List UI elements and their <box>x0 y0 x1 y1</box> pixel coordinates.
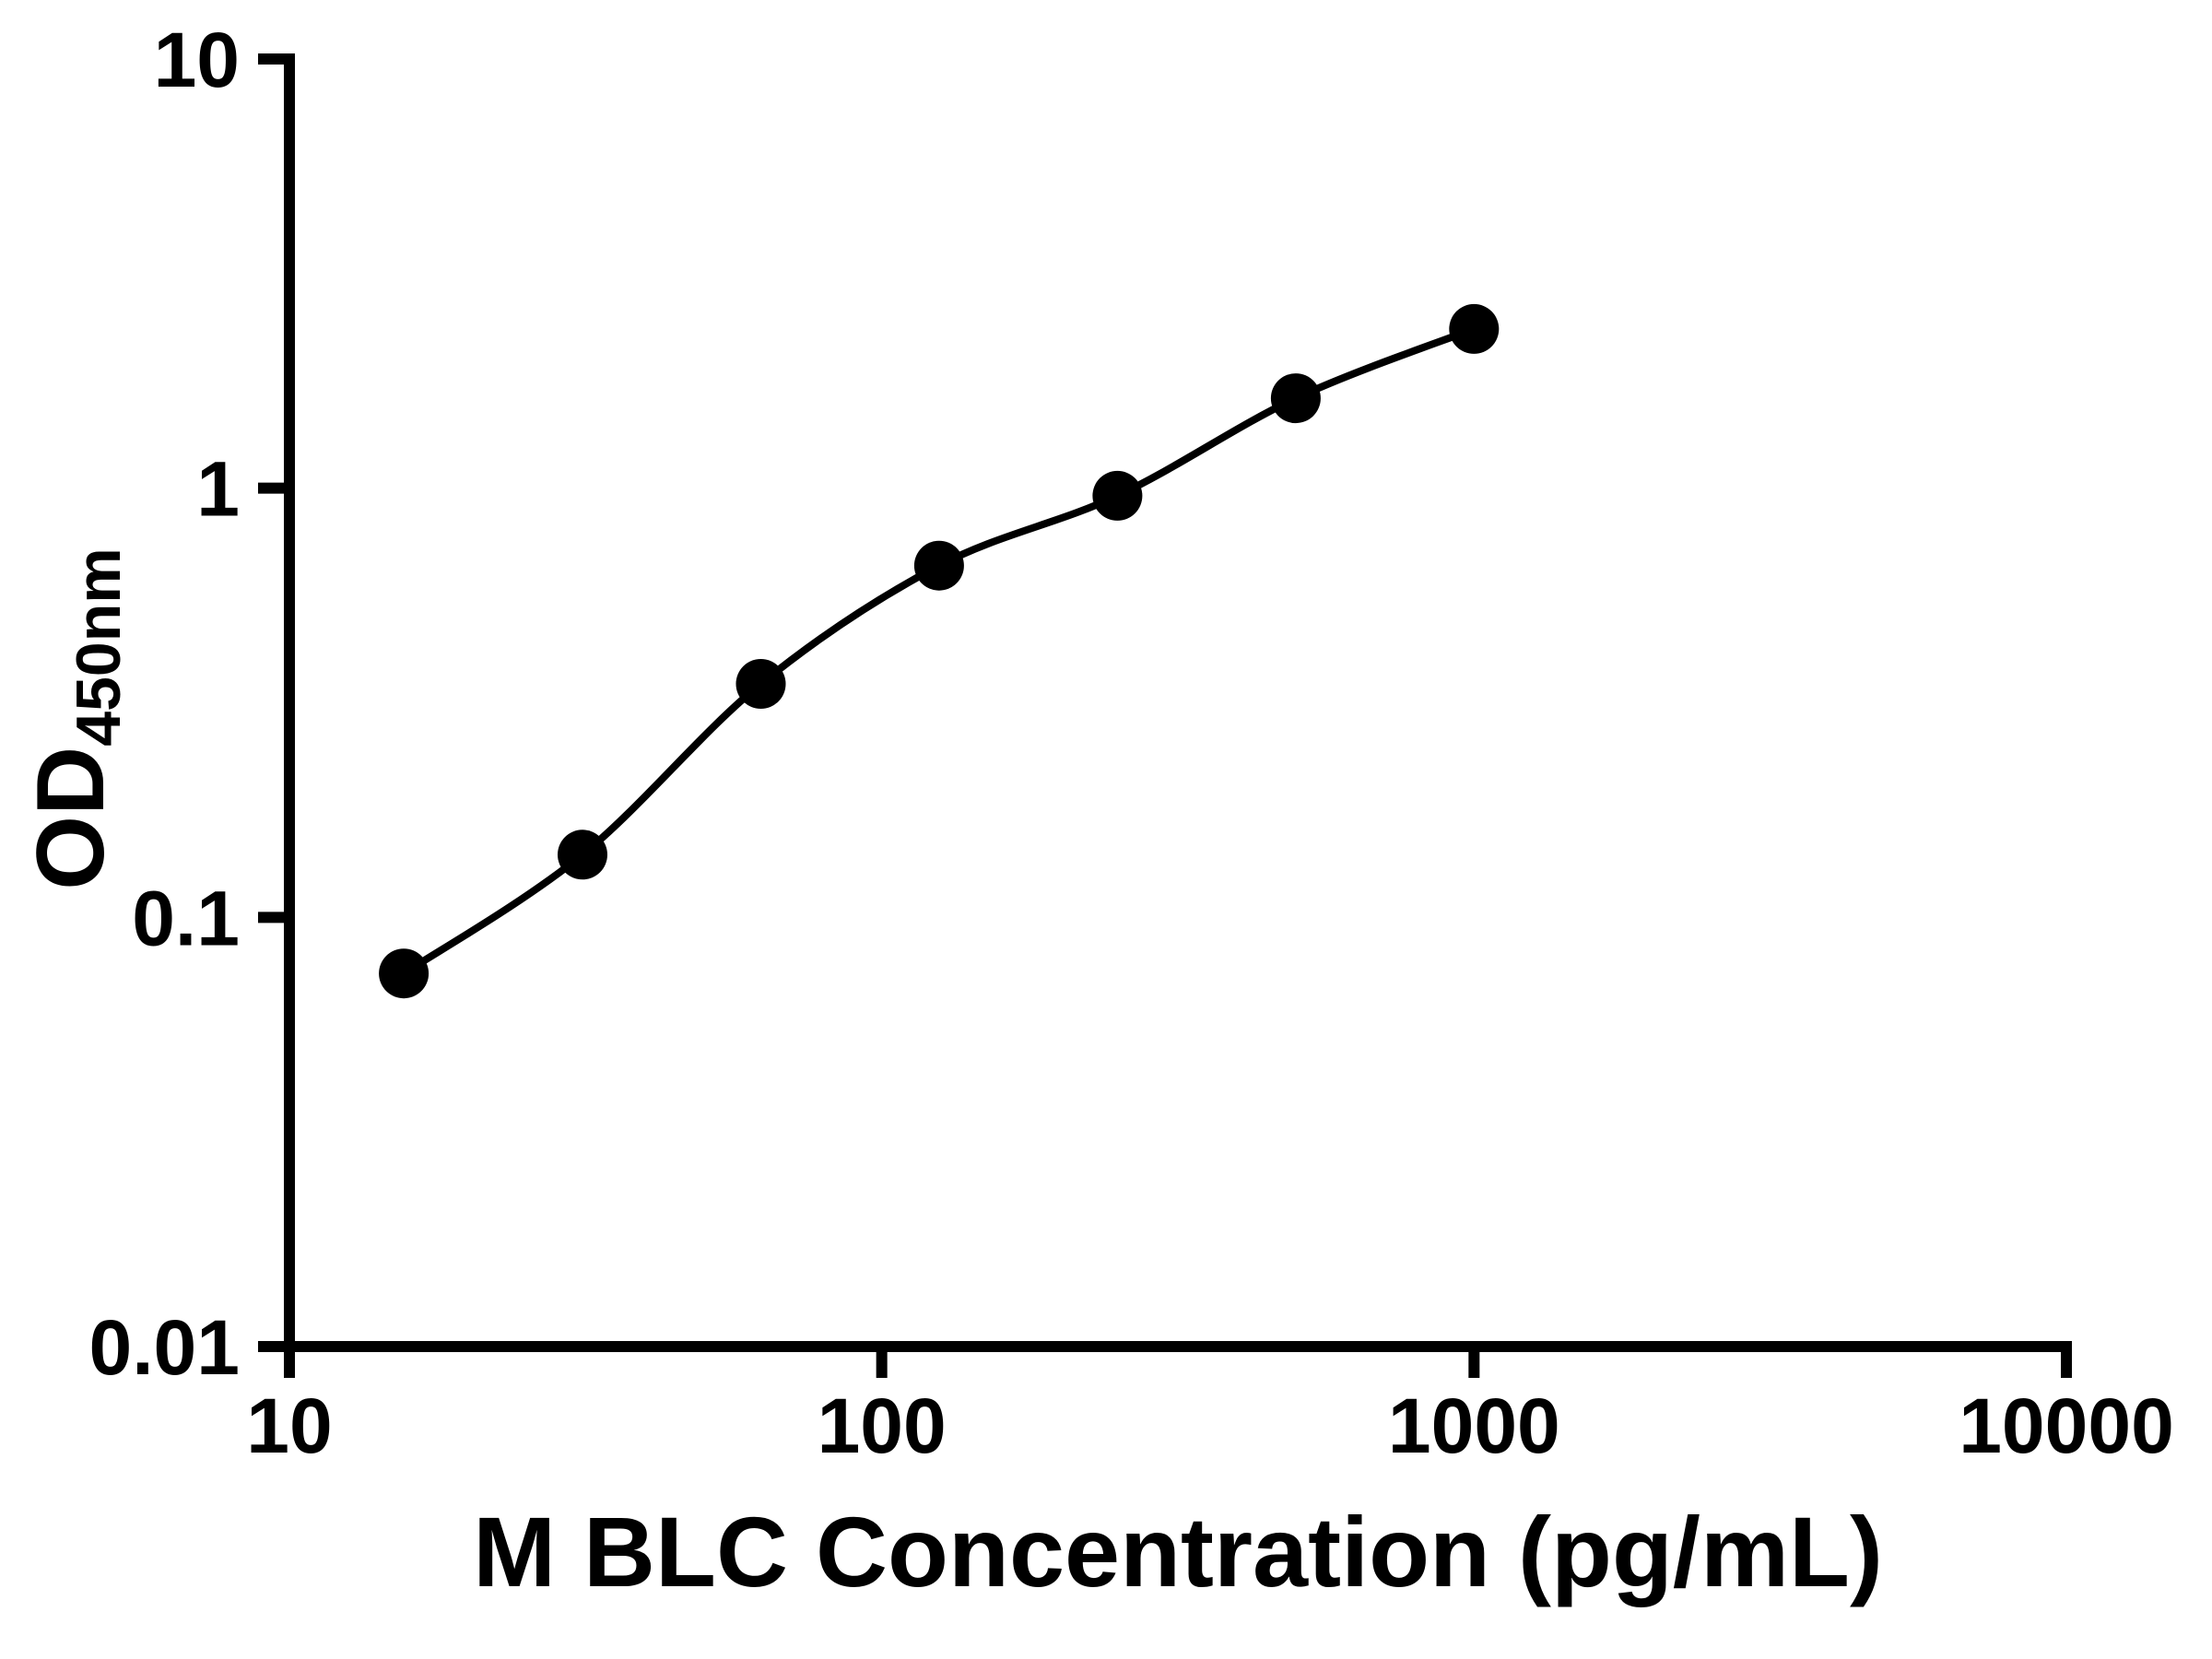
fit-curve <box>401 325 1476 977</box>
y-axis-label-main: OD <box>18 747 124 890</box>
data-point <box>735 659 786 709</box>
x-tick-label: 10000 <box>1959 1382 2174 1469</box>
x-axis-label: M BLC Concentration (pg/mL) <box>473 1496 1883 1607</box>
data-point <box>1092 470 1143 521</box>
y-tick-label: 10 <box>154 17 240 103</box>
data-point <box>913 540 964 591</box>
axis-spines <box>284 53 2072 1352</box>
plot-area: 10 100 1000 10000 0.01 0.1 1 10 <box>89 17 2174 1469</box>
y-tick-label: 1 <box>196 446 240 533</box>
data-point <box>1449 303 1500 354</box>
x-tick-label: 1000 <box>1388 1382 1560 1469</box>
data-point <box>558 830 607 880</box>
y-axis-label-subscript: 450nm <box>64 547 134 746</box>
data-point <box>379 948 429 999</box>
x-tick-label: 100 <box>818 1382 947 1469</box>
x-tick-label: 10 <box>246 1382 332 1469</box>
y-tick-label: 0.1 <box>132 875 240 961</box>
y-tick-label: 0.01 <box>89 1304 241 1391</box>
y-axis-label: OD450nm <box>18 547 134 889</box>
data-point <box>1270 373 1321 424</box>
